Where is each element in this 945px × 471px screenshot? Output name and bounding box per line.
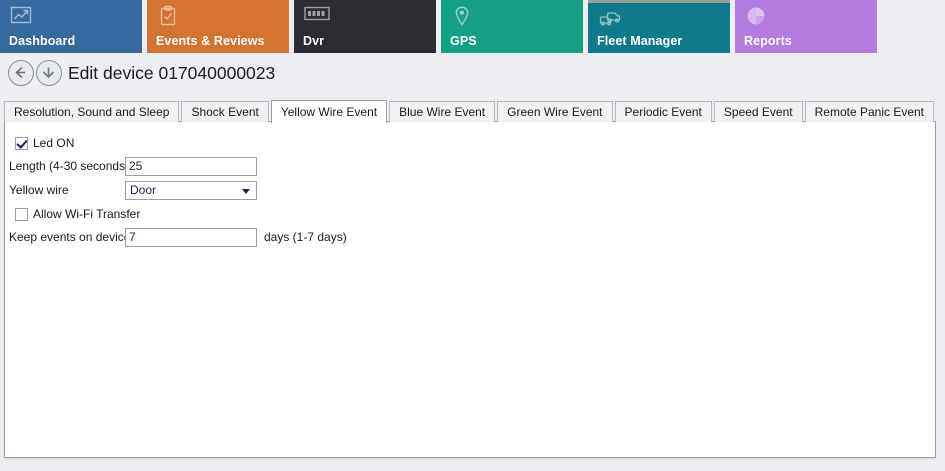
length-label: Length (4-30 seconds) xyxy=(9,159,130,173)
length-row: Length (4-30 seconds) xyxy=(9,155,257,177)
tab-periodic-event[interactable]: Periodic Event xyxy=(614,101,712,122)
module-tile-fleet-manager[interactable]: Fleet Manager xyxy=(588,0,730,53)
module-tile-label: Dvr xyxy=(303,34,325,48)
allow-wifi-transfer-label: Allow Wi-Fi Transfer xyxy=(33,207,141,221)
page-title: Edit device 017040000023 xyxy=(68,63,276,83)
module-tile-label: Fleet Manager xyxy=(597,34,683,48)
pie-chart-icon xyxy=(745,5,767,27)
tab-content-panel: Led ON Length (4-30 seconds) Yellow wire… xyxy=(4,121,936,458)
tab-blue-wire-event[interactable]: Blue Wire Event xyxy=(389,101,496,122)
module-tile-label: Dashboard xyxy=(9,34,76,48)
map-pin-icon xyxy=(451,5,473,27)
yellow-wire-select[interactable]: Door xyxy=(125,180,257,200)
tab-shock-event[interactable]: Shock Event xyxy=(181,101,269,122)
keep-events-input[interactable] xyxy=(125,227,257,247)
allow-wifi-transfer-row: Allow Wi-Fi Transfer xyxy=(15,203,140,225)
yellow-wire-selected-value: Door xyxy=(130,183,157,197)
module-tile-dashboard[interactable]: Dashboard xyxy=(0,0,142,53)
tab-strip: Resolution, Sound and Sleep Shock Event … xyxy=(4,100,936,123)
keep-events-row: Keep events on device days (1-7 days) xyxy=(9,226,347,248)
yellow-wire-row: Yellow wire Door xyxy=(9,179,257,201)
arrow-down-circle-icon[interactable] xyxy=(36,60,62,86)
keep-events-suffix: days (1-7 days) xyxy=(264,230,347,244)
led-on-row: Led ON xyxy=(15,132,74,154)
module-tilebar: Dashboard Events & Reviews Dvr xyxy=(0,0,945,54)
tab-yellow-wire-event[interactable]: Yellow Wire Event xyxy=(270,100,388,123)
allow-wifi-transfer-checkbox[interactable] xyxy=(15,207,28,221)
chevron-down-icon xyxy=(242,188,250,194)
arrow-left-circle-icon[interactable] xyxy=(8,60,34,86)
keep-events-label: Keep events on device xyxy=(9,230,131,244)
tab-remote-panic-event[interactable]: Remote Panic Event xyxy=(804,101,934,122)
dvr-device-icon xyxy=(304,5,330,27)
length-input[interactable] xyxy=(125,156,257,176)
module-tile-reports[interactable]: Reports xyxy=(735,0,877,53)
module-tile-label: Events & Reviews xyxy=(156,34,265,48)
tab-resolution-sound-and-sleep[interactable]: Resolution, Sound and Sleep xyxy=(4,101,180,122)
clipboard-check-icon xyxy=(157,5,179,27)
vehicles-icon xyxy=(598,8,621,30)
module-tile-dvr[interactable]: Dvr xyxy=(294,0,436,53)
module-tile-gps[interactable]: GPS xyxy=(441,0,583,53)
chart-line-icon xyxy=(10,5,32,27)
yellow-wire-label: Yellow wire xyxy=(9,183,69,197)
module-tile-label: Reports xyxy=(744,34,792,48)
tab-green-wire-event[interactable]: Green Wire Event xyxy=(497,101,613,122)
led-on-checkbox[interactable] xyxy=(15,136,28,150)
module-tile-label: GPS xyxy=(450,34,477,48)
tab-speed-event[interactable]: Speed Event xyxy=(713,101,803,122)
led-on-label: Led ON xyxy=(33,136,75,150)
page-header: Edit device 017040000023 xyxy=(0,58,945,98)
module-tile-events-reviews[interactable]: Events & Reviews xyxy=(147,0,289,53)
